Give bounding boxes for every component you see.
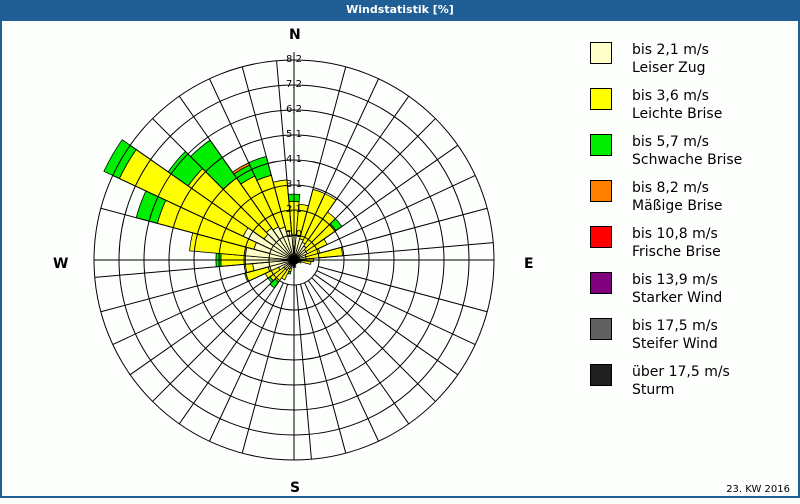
radial-tick-label: 7,2	[286, 79, 302, 90]
legend-name: Steifer Wind	[632, 336, 718, 352]
legend-range: über 17,5 m/s	[632, 364, 730, 380]
legend-item-frische-brise: bis 10,8 m/s Frische Brise	[590, 225, 790, 271]
grid-spoke	[304, 282, 379, 442]
radial-tick-label: 5,1	[286, 129, 302, 140]
radial-tick-label: 4,1	[286, 154, 302, 165]
grid-spoke	[318, 207, 488, 255]
grid-spoke	[276, 60, 293, 236]
legend-name: Schwache Brise	[632, 152, 743, 168]
legend-swatch	[590, 226, 612, 248]
legend-name: Leiser Zug	[632, 60, 706, 76]
legend-range: bis 8,2 m/s	[632, 180, 709, 196]
legend-name: Starker Wind	[632, 290, 723, 306]
compass-east-label: E	[524, 256, 534, 272]
grid-spoke	[129, 144, 274, 247]
radial-tick-label: 1,0	[286, 229, 302, 240]
legend-name: Sturm	[632, 382, 675, 398]
compass-south-label: S	[290, 480, 301, 496]
radial-tick-label: 6,2	[286, 104, 302, 115]
wind-sector	[300, 260, 312, 265]
grid-spoke	[318, 242, 494, 259]
grid-spoke	[129, 273, 274, 376]
grid-spoke	[152, 118, 277, 243]
grid-spoke	[100, 265, 270, 313]
window-title: Windstatistik [%]	[0, 0, 800, 21]
legend-name: Leichte Brise	[632, 106, 723, 122]
legend-swatch	[590, 42, 612, 64]
wind-sector	[297, 260, 302, 264]
legend-range: bis 13,9 m/s	[632, 272, 718, 288]
radial-tick-label: 3,1	[286, 179, 302, 190]
grid-spoke	[316, 175, 476, 250]
legend-item-sturm: über 17,5 m/s Sturm	[590, 363, 790, 409]
grid-spoke	[112, 175, 272, 250]
grid-spoke	[209, 282, 284, 442]
radial-tick-label: 2,1	[286, 204, 302, 215]
legend-swatch	[590, 134, 612, 156]
legend-item-leichte-brise: bis 3,6 m/s Leichte Brise	[590, 87, 790, 133]
legend-item-maessige-brise: bis 8,2 m/s Mäßige Brise	[590, 179, 790, 225]
grid-spoke	[152, 277, 277, 402]
grid-spoke	[316, 270, 476, 345]
legend-item-schwache-brise: bis 5,7 m/s Schwache Brise	[590, 133, 790, 179]
grid-spoke	[209, 78, 284, 238]
legend-swatch	[590, 180, 612, 202]
grid-spoke	[311, 118, 436, 243]
grid-spoke	[100, 207, 270, 255]
legend-swatch	[590, 318, 612, 340]
legend-range: bis 5,7 m/s	[632, 134, 709, 150]
period-label: 23. KW 2016	[726, 484, 790, 495]
radial-tick-label: 8,2	[286, 54, 302, 65]
grid-spoke	[314, 273, 459, 376]
legend-range: bis 10,8 m/s	[632, 226, 718, 242]
compass-west-label: W	[53, 256, 69, 272]
legend-range: bis 17,5 m/s	[632, 318, 718, 334]
grid-spoke	[307, 280, 410, 425]
grid-spoke	[178, 280, 281, 425]
legend-range: bis 2,1 m/s	[632, 42, 709, 58]
wind-rose-svg: 1,0 2,1 3,1 4,1 5,1 6,2 7,2 8,2	[93, 52, 495, 461]
legend-item-steifer-wind: bis 17,5 m/s Steifer Wind	[590, 317, 790, 363]
grid-spoke	[94, 261, 270, 278]
legend-name: Frische Brise	[632, 244, 721, 260]
legend-range: bis 3,6 m/s	[632, 88, 709, 104]
legend-item-leiser-zug: bis 2,1 m/s Leiser Zug	[590, 41, 790, 87]
grid-spoke	[299, 284, 347, 454]
wind-sector	[103, 139, 137, 180]
grid-spoke	[311, 277, 436, 402]
grid-spoke	[304, 78, 379, 238]
legend-swatch	[590, 364, 612, 386]
legend-swatch	[590, 88, 612, 110]
grid-spoke	[241, 66, 289, 236]
legend-item-starker-wind: bis 13,9 m/s Starker Wind	[590, 271, 790, 317]
compass-north-label: N	[289, 27, 301, 43]
grid-spoke	[295, 284, 312, 460]
grid-spoke	[178, 95, 281, 240]
legend-swatch	[590, 272, 612, 294]
grid-spoke	[112, 270, 272, 345]
grid-spoke	[299, 66, 347, 236]
legend-name: Mäßige Brise	[632, 198, 723, 214]
grid-spoke	[241, 284, 289, 454]
grid-spoke	[314, 144, 459, 247]
wind-rose-chart: 1,0 2,1 3,1 4,1 5,1 6,2 7,2 8,2	[0, 21, 560, 500]
grid-spoke	[318, 265, 488, 313]
grid-spoke	[307, 95, 410, 240]
legend: bis 2,1 m/s Leiser Zug bis 3,6 m/s Leichte…	[590, 41, 790, 409]
